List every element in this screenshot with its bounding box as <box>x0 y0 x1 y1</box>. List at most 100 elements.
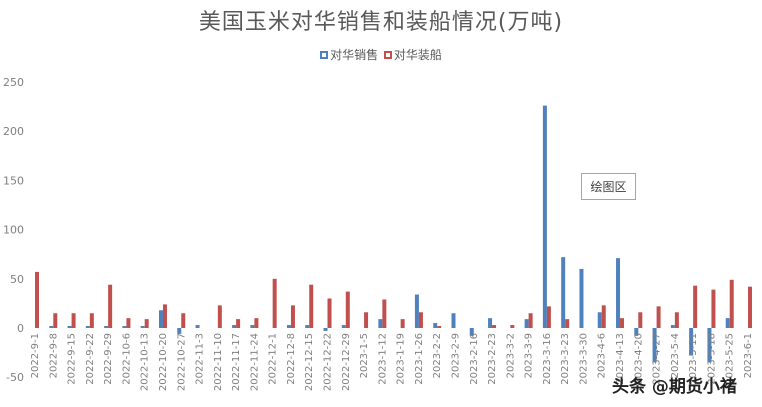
x-tick-label: 2023-4-6 <box>597 333 608 378</box>
legend-label-sales: 对华销售 <box>330 48 379 62</box>
bar-shipments[interactable] <box>382 299 387 328</box>
bar-shipments[interactable] <box>729 279 734 328</box>
bar-shipments[interactable] <box>418 312 423 328</box>
bar-shipments[interactable] <box>345 291 350 328</box>
bar-shipments[interactable] <box>620 318 625 328</box>
bar-sales[interactable] <box>597 312 602 328</box>
bar-sales[interactable] <box>305 325 310 328</box>
bar-sales[interactable] <box>414 294 419 328</box>
legend-swatch-shipments <box>383 50 392 59</box>
bar-sales[interactable] <box>561 257 566 328</box>
bar-sales[interactable] <box>725 318 730 328</box>
bar-shipments[interactable] <box>327 298 332 328</box>
bar-sales[interactable] <box>616 258 621 328</box>
bar-sales[interactable] <box>451 313 456 328</box>
bar-shipments[interactable] <box>674 312 679 328</box>
legend-item-shipments[interactable]: 对华装船 <box>383 46 442 63</box>
x-tick-label: 2023-1-26 <box>414 333 425 385</box>
bar-shipments[interactable] <box>510 325 515 328</box>
bar-sales[interactable] <box>195 325 200 328</box>
x-tick-label: 2023-3-2 <box>505 333 516 378</box>
bar-shipments[interactable] <box>528 313 533 328</box>
x-tick-label: 2022-12-15 <box>304 333 315 391</box>
bar-sales[interactable] <box>104 326 109 328</box>
bar-shipments[interactable] <box>601 305 606 328</box>
x-tick-label: 2022-10-6 <box>121 333 132 385</box>
x-tick-label: 2022-11-17 <box>231 333 242 391</box>
bar-shipments[interactable] <box>181 313 186 328</box>
bar-sales[interactable] <box>488 318 493 328</box>
x-tick-label: 2022-11-10 <box>213 333 224 391</box>
bar-shipments[interactable] <box>89 313 94 328</box>
bar-sales[interactable] <box>652 328 657 363</box>
bar-shipments[interactable] <box>748 286 752 328</box>
bar-sales[interactable] <box>250 325 255 328</box>
bar-shipments[interactable] <box>492 325 497 328</box>
bar-shipments[interactable] <box>108 284 113 328</box>
bar-shipments[interactable] <box>437 326 442 328</box>
bar-sales[interactable] <box>378 319 383 328</box>
bar-shipments[interactable] <box>565 319 570 328</box>
bar-sales[interactable] <box>140 326 145 328</box>
chart-title: 美国玉米对华销售和装船情况(万吨) <box>198 10 564 35</box>
x-tick-label: 2022-9-1 <box>30 333 41 378</box>
plot-area-tooltip: 绘图区 <box>581 173 636 200</box>
bar-shipments[interactable] <box>693 285 698 328</box>
bar-shipments[interactable] <box>364 312 369 328</box>
bar-shipments[interactable] <box>71 313 76 328</box>
x-tick-label: 2022-9-15 <box>67 333 78 385</box>
bar-sales[interactable] <box>158 310 163 328</box>
bar-shipments[interactable] <box>35 271 39 328</box>
bar-sales[interactable] <box>689 328 694 356</box>
bar-sales[interactable] <box>542 105 547 328</box>
bar-sales[interactable] <box>579 268 584 328</box>
bar-shipments[interactable] <box>400 319 405 328</box>
bar-sales[interactable] <box>341 325 346 328</box>
bar-shipments[interactable] <box>638 312 643 328</box>
x-tick-label: 2023-5-25 <box>725 333 736 385</box>
legend-label-shipments: 对华装船 <box>393 48 442 62</box>
x-tick-label: 2023-3-30 <box>578 333 589 385</box>
bar-sales[interactable] <box>707 328 712 363</box>
bar-sales[interactable] <box>323 328 328 331</box>
bar-shipments[interactable] <box>126 318 131 328</box>
bar-shipments[interactable] <box>236 319 241 328</box>
bar-sales[interactable] <box>670 325 675 328</box>
bar-shipments[interactable] <box>309 284 314 328</box>
legend-swatch-sales <box>320 50 329 59</box>
bar-sales[interactable] <box>49 326 54 328</box>
y-tick-label: -50 <box>6 371 24 384</box>
bar-sales[interactable] <box>67 326 72 328</box>
bar-sales[interactable] <box>286 325 291 328</box>
bar-sales[interactable] <box>524 319 529 328</box>
y-tick-label: 0 <box>17 322 24 335</box>
x-tick-label: 2022-9-29 <box>103 333 114 385</box>
x-tick-label: 2022-9-8 <box>48 333 59 378</box>
bar-shipments[interactable] <box>217 305 222 328</box>
bar-sales[interactable] <box>469 328 474 336</box>
x-tick-label: 2022-12-22 <box>323 333 334 391</box>
bar-shipments[interactable] <box>546 306 551 328</box>
bar-shipments[interactable] <box>290 305 295 328</box>
x-tick-label: 2023-2-2 <box>432 333 443 378</box>
bar-sales[interactable] <box>433 323 438 328</box>
bar-shipments[interactable] <box>711 289 716 328</box>
x-tick-label: 2022-10-27 <box>176 333 187 391</box>
bar-shipments[interactable] <box>254 318 259 328</box>
legend-item-sales[interactable]: 对华销售 <box>320 46 378 63</box>
x-tick-label: 2022-9-22 <box>85 333 96 385</box>
x-tick-label: 2023-2-16 <box>469 333 480 385</box>
bar-sales[interactable] <box>177 328 182 334</box>
bar-sales[interactable] <box>85 326 90 328</box>
bar-shipments[interactable] <box>144 319 149 328</box>
bar-shipments[interactable] <box>162 304 167 328</box>
bar-shipments[interactable] <box>656 306 661 328</box>
x-tick-label: 2022-12-1 <box>268 333 279 385</box>
bar-sales[interactable] <box>122 326 127 328</box>
bar-sales[interactable] <box>232 325 237 328</box>
bar-shipments[interactable] <box>53 313 58 328</box>
bar-sales[interactable] <box>634 328 639 336</box>
bar-shipments[interactable] <box>272 278 277 328</box>
x-tick-label: 2023-1-19 <box>396 333 407 385</box>
